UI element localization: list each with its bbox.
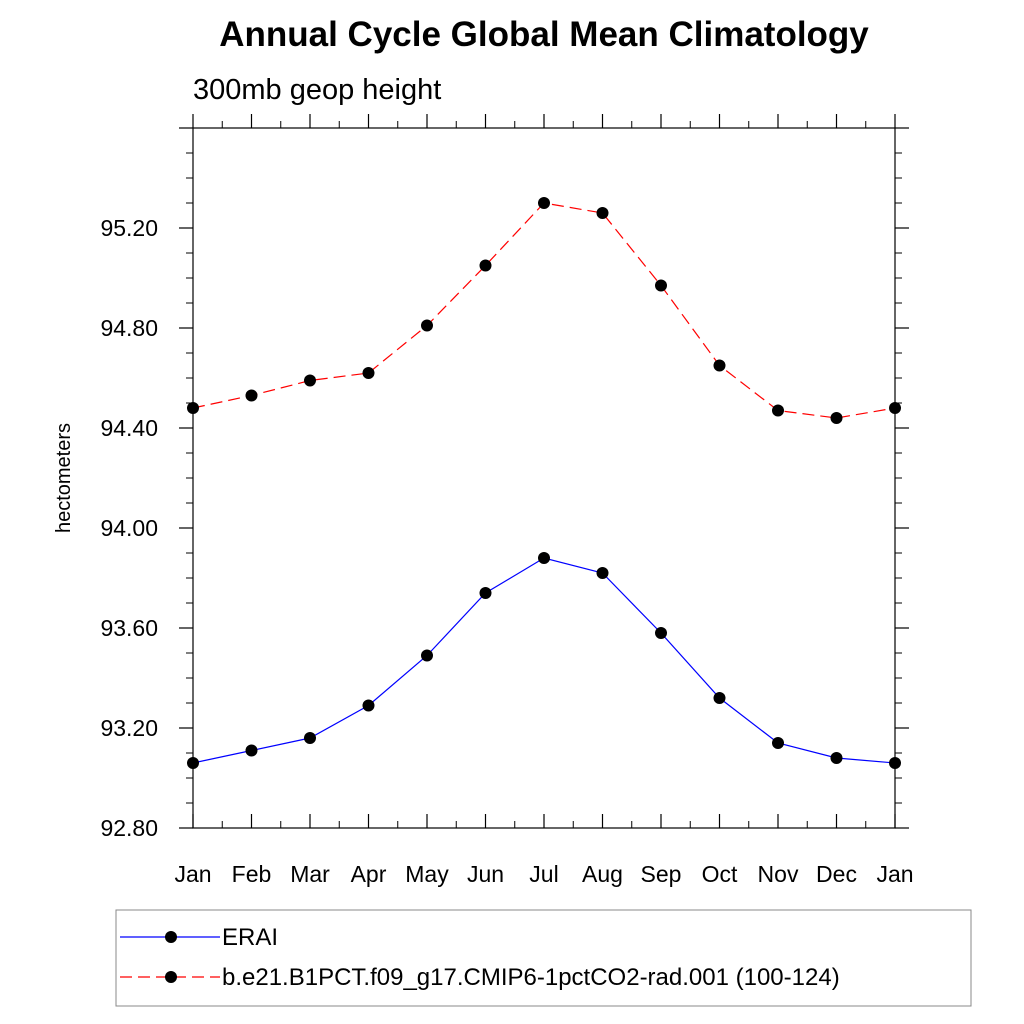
series-line-1: [192, 202, 896, 419]
data-point-series-0: [362, 699, 375, 712]
data-point-series-1: [421, 319, 433, 332]
y-tick-label: 94.00: [100, 515, 158, 541]
data-point-series-0: [421, 649, 433, 662]
legend-label-0: ERAI: [222, 924, 278, 951]
x-tick-label: Aug: [582, 861, 623, 887]
legend-label-1: b.e21.B1PCT.f09_g17.CMIP6-1pctCO2-rad.00…: [222, 964, 840, 991]
data-point-series-1: [772, 404, 784, 417]
y-tick-label: 94.80: [100, 315, 158, 341]
x-tick-label: Jun: [467, 861, 504, 887]
data-point-series-1: [655, 279, 667, 292]
data-point-series-0: [889, 757, 901, 769]
y-tick-label: 93.60: [100, 615, 158, 641]
chart-title: Annual Cycle Global Mean Climatology: [219, 15, 869, 54]
legend-marker-1: [165, 971, 177, 983]
legend-box: [115, 909, 972, 1007]
data-point-series-1: [245, 389, 258, 402]
legend-marker-0: [165, 931, 177, 943]
x-tick-label: Jan: [174, 861, 211, 887]
x-tick-label: Feb: [232, 861, 272, 887]
data-point-series-0: [187, 757, 199, 769]
y-tick-label: 92.80: [100, 815, 158, 841]
data-point-series-0: [655, 627, 667, 639]
y-ticks: 92.80 93.20 93.60 94.00 94.40 94.80 95.20: [100, 127, 909, 841]
x-tick-label: Mar: [290, 861, 330, 887]
x-tick-label: Jul: [529, 861, 558, 887]
x-tick-label: Dec: [816, 861, 857, 887]
data-point-series-0: [245, 744, 258, 757]
series-layer: [187, 197, 901, 769]
data-point-series-1: [713, 359, 726, 372]
data-point-series-0: [772, 737, 784, 749]
data-point-series-0: [479, 587, 492, 599]
data-point-series-1: [830, 412, 843, 424]
x-tick-label: Jan: [876, 861, 913, 887]
y-axis-label: hectometers: [53, 423, 75, 533]
legend: ERAI b.e21.B1PCT.f09_g17.CMIP6-1pctCO2-ra…: [120, 924, 840, 991]
series-line-0: [192, 557, 896, 764]
data-point-series-1: [889, 402, 901, 414]
data-point-series-1: [304, 374, 316, 387]
y-tick-label: 93.20: [100, 715, 158, 741]
data-point-series-1: [479, 259, 492, 272]
chart-subtitle: 300mb geop height: [193, 74, 441, 106]
x-tick-label: May: [405, 861, 449, 887]
data-point-series-0: [830, 752, 843, 764]
x-ticks: Jan Feb Mar Apr May Jun Jul Aug Sep Oct Nov Dec Jan: [174, 114, 914, 887]
x-tick-label: Oct: [702, 861, 738, 887]
plot-frame: [192, 127, 896, 829]
y-tick-label: 95.20: [100, 215, 158, 241]
x-tick-label: Sep: [641, 861, 682, 887]
y-tick-label: 94.40: [100, 415, 158, 441]
x-tick-label: Nov: [758, 861, 799, 887]
data-point-series-1: [538, 197, 550, 209]
data-point-series-1: [187, 402, 199, 414]
data-point-series-1: [596, 207, 609, 219]
x-tick-label: Apr: [351, 861, 387, 887]
data-point-series-1: [362, 367, 375, 379]
data-point-series-0: [538, 552, 550, 564]
data-point-series-0: [596, 567, 609, 579]
data-point-series-0: [304, 732, 316, 744]
data-point-series-0: [713, 692, 726, 704]
